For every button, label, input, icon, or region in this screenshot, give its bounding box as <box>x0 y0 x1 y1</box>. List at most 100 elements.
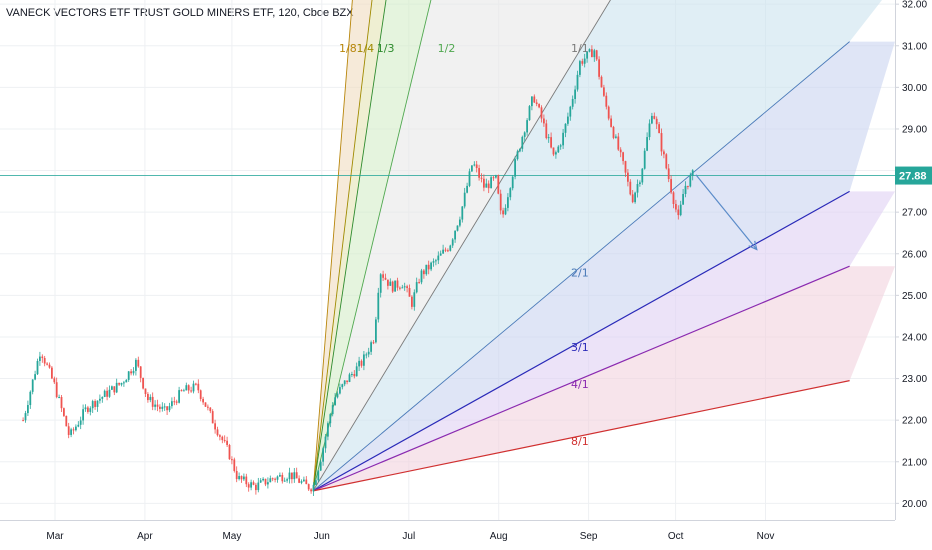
candle-body <box>43 358 46 364</box>
fan-label: 1/3 <box>377 42 395 55</box>
price-axis[interactable]: 20.00 21.00 22.00 23.00 24.00 25.00 26.00 27.00… <box>895 0 932 550</box>
candle-body <box>250 482 252 488</box>
candle-body <box>183 390 185 392</box>
candle-body <box>454 230 456 240</box>
candle-body <box>79 420 82 425</box>
candle-body <box>262 478 264 481</box>
candle-body <box>154 404 156 407</box>
fan-line[interactable] <box>312 0 354 491</box>
candle-body <box>425 264 428 275</box>
candle-body <box>598 59 600 77</box>
candle-body <box>240 476 243 480</box>
candle-body <box>120 382 123 385</box>
candle-body <box>478 168 480 178</box>
candle-body <box>646 137 648 151</box>
fan-line[interactable] <box>312 265 850 492</box>
candles <box>22 45 694 497</box>
candle-body <box>403 286 406 288</box>
candle-body <box>444 249 447 251</box>
fan-line[interactable] <box>312 0 388 491</box>
candle-body <box>521 136 524 149</box>
candle-body <box>367 351 370 355</box>
candle-body <box>420 270 423 283</box>
candle-body <box>195 383 197 385</box>
candle-body <box>274 478 276 480</box>
fan-line[interactable] <box>312 0 620 492</box>
candle-body <box>636 184 639 193</box>
candle-body <box>427 264 430 270</box>
candle-body <box>149 396 152 401</box>
candle-body <box>259 480 262 483</box>
candle-body <box>507 197 509 208</box>
candle-body <box>267 482 269 485</box>
candle-body <box>588 49 591 52</box>
fan-label: 1/1 <box>571 42 589 55</box>
candle-body <box>526 120 528 133</box>
y-tick-label: 21.00 <box>902 457 927 468</box>
candle-body <box>27 405 29 414</box>
candle-body <box>691 170 694 176</box>
candle-body <box>413 292 416 307</box>
candle-body <box>101 396 104 399</box>
candle-body <box>324 436 327 449</box>
y-tick-label: 24.00 <box>902 332 927 343</box>
x-tick-label: Mar <box>46 531 64 542</box>
candle-body <box>511 176 514 189</box>
candle-body <box>667 168 670 180</box>
candle-body <box>437 255 440 261</box>
candle-body <box>264 478 267 485</box>
candle-body <box>211 411 214 424</box>
fan-line[interactable] <box>312 0 374 491</box>
candle-body <box>252 482 255 485</box>
candle-body <box>60 397 63 409</box>
candle-body <box>564 123 567 133</box>
candle-body <box>682 193 684 205</box>
candle-body <box>331 405 334 415</box>
fan-line[interactable] <box>312 190 850 492</box>
candle-body <box>624 161 627 173</box>
candle-body <box>315 480 317 485</box>
candle-body <box>351 374 353 376</box>
fan-line[interactable] <box>312 41 850 492</box>
candle-body <box>447 250 449 252</box>
candle-body <box>99 398 101 401</box>
candle-body <box>663 151 665 155</box>
candle-body <box>612 126 615 138</box>
candle-body <box>622 152 624 162</box>
candle-body <box>372 342 375 344</box>
candle-body <box>550 137 552 148</box>
candle-body <box>519 148 521 152</box>
chart-title: VANECK VECTORS ETF TRUST GOLD MINERS ETF… <box>6 7 354 19</box>
candle-body <box>672 192 675 204</box>
candle-body <box>166 406 168 411</box>
candle-body <box>336 393 339 398</box>
candle-body <box>516 151 519 160</box>
candle-body <box>495 175 497 178</box>
fan-line[interactable] <box>312 380 850 492</box>
time-axis[interactable]: Mar Apr May Jun Jul Aug Sep Oct Nov <box>0 520 932 550</box>
candle-body <box>75 426 77 431</box>
fan-zone-fill <box>313 191 895 491</box>
candle-body <box>538 104 540 108</box>
candle-body <box>106 390 108 397</box>
candle-body <box>341 384 344 388</box>
candle-body <box>665 154 668 169</box>
candle-body <box>48 364 51 368</box>
candle-body <box>295 472 298 479</box>
x-tick-label: May <box>222 531 241 542</box>
candle-body <box>528 106 531 121</box>
x-tick-label: Jun <box>314 531 330 542</box>
candle-body <box>401 287 404 289</box>
candle-body <box>353 374 356 377</box>
candle-body <box>432 261 435 263</box>
candle-body <box>310 489 312 492</box>
candle-body <box>399 287 401 289</box>
candle-body <box>387 279 389 286</box>
fan-label: 4/1 <box>571 378 589 391</box>
projection-arrow[interactable] <box>695 174 758 251</box>
candle-body <box>187 385 190 391</box>
candle-body <box>557 146 560 153</box>
candle-body <box>281 474 284 482</box>
candle-body <box>135 359 137 371</box>
